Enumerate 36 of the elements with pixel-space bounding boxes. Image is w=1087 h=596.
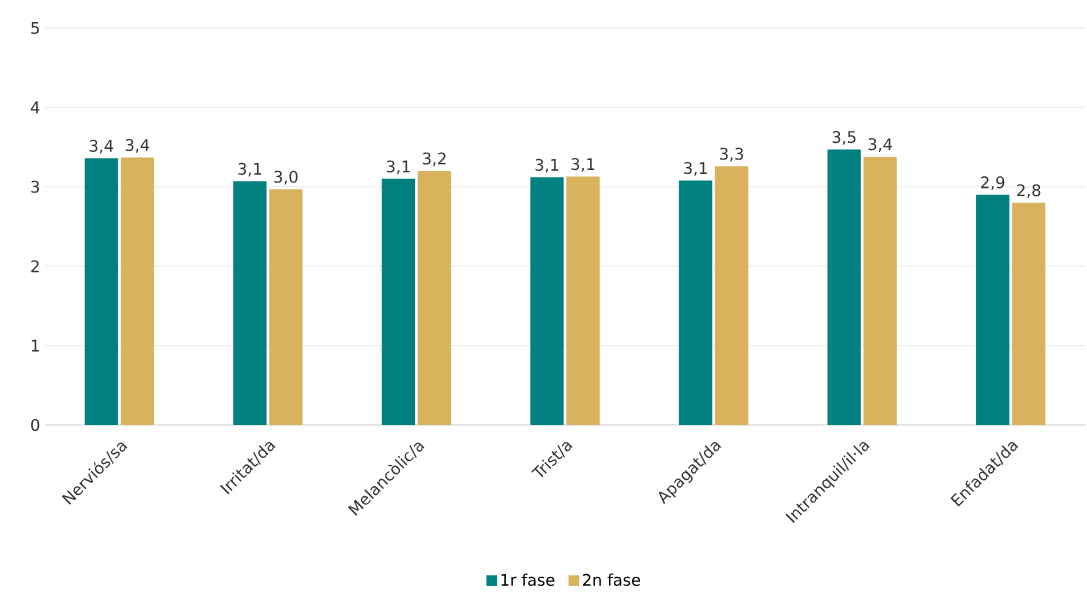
bar [120, 157, 154, 425]
bar [1012, 202, 1046, 425]
data-label: 3,1 [684, 162, 707, 176]
y-tick-label: 4 [30, 101, 40, 114]
data-label: 3,4 [89, 139, 114, 154]
data-label: 3,1 [535, 158, 559, 173]
y-tick-label: 2 [31, 260, 39, 273]
bar [530, 177, 564, 425]
data-label: 3,0 [274, 170, 298, 185]
legend-label: 1r fase [501, 573, 555, 586]
bar [269, 189, 303, 425]
bar [233, 181, 267, 425]
data-label: 3,1 [238, 162, 262, 177]
data-label: 2,9 [981, 176, 1005, 191]
bar [417, 170, 452, 425]
y-tick-label: 5 [31, 22, 39, 34]
bar [863, 156, 897, 425]
y-tick-label: 0 [31, 418, 40, 432]
data-label: 2,8 [1017, 184, 1041, 198]
bar [566, 176, 600, 425]
data-label: 3,4 [125, 138, 150, 153]
bar [714, 166, 749, 425]
data-label: 3,4 [868, 138, 892, 152]
bar [827, 149, 861, 425]
data-label: 3,3 [720, 147, 744, 162]
data-label: 3,1 [571, 158, 595, 172]
bar [976, 194, 1010, 425]
bar [678, 180, 713, 425]
data-label: 3,1 [386, 160, 410, 175]
bar [381, 178, 416, 425]
data-label: 3,2 [422, 152, 446, 167]
y-tick-label: 3 [31, 180, 39, 193]
legend-label: 2n fase [583, 573, 641, 586]
y-tick-label: 1 [31, 339, 39, 352]
bar [84, 158, 118, 425]
data-label: 3,5 [832, 131, 856, 145]
